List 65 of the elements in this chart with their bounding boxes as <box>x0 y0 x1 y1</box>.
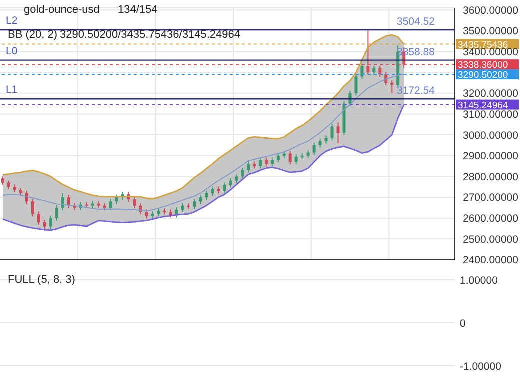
y-tick-label: 2900.00000 <box>463 150 519 163</box>
chart-title: gold-ounce-usd <box>24 4 100 16</box>
candlestick <box>43 220 46 232</box>
y-tick-label: 3600.00000 <box>463 4 519 17</box>
ref-line-label: 3338.36000 <box>458 60 508 72</box>
candlestick <box>234 174 238 184</box>
candlestick <box>37 211 40 226</box>
ref-line-label: 3504.52 <box>397 16 436 28</box>
text: 1.00000 <box>460 275 498 287</box>
candlestick <box>276 152 280 164</box>
ref-line-label: 3290.50200 <box>458 70 508 82</box>
y-tick-label: 3500.00000 <box>463 26 519 38</box>
text: 0 <box>460 318 466 330</box>
chart-subtitle: 134/154 <box>118 4 158 16</box>
candlestick <box>55 204 58 222</box>
annotation: L2 <box>6 14 18 27</box>
candlestick <box>145 209 148 220</box>
candlestick <box>288 150 292 166</box>
candlestick <box>61 192 64 211</box>
y-tick-label: 2500.00000 <box>463 234 519 246</box>
candlestick <box>240 167 244 180</box>
ref-line-label: 3172.54 <box>397 85 436 98</box>
line-series <box>2 104 405 232</box>
text: -1.00000 <box>460 361 502 373</box>
candlestick <box>205 190 208 201</box>
candlestick <box>67 194 70 209</box>
candlestick <box>228 178 232 188</box>
candlestick <box>318 138 322 148</box>
candlestick <box>109 198 112 211</box>
candlestick <box>270 157 274 168</box>
candlestick <box>223 182 226 194</box>
candlestick <box>181 202 184 214</box>
candlestick <box>31 198 34 218</box>
y-tick-label: 2400.00000 <box>463 254 519 267</box>
candlestick <box>133 196 136 209</box>
annotation: 3290.50200/3435.75436/3145.24964 <box>60 29 240 41</box>
y-tick-label: 3200.00000 <box>463 88 519 100</box>
text: FULL (5, 8, 3) <box>8 274 76 286</box>
y-tick-label: 3000.00000 <box>463 130 519 142</box>
candlestick <box>330 124 334 142</box>
candlestick <box>360 63 364 80</box>
candlestick <box>199 194 202 205</box>
candlestick <box>390 80 394 94</box>
candlestick <box>354 74 358 96</box>
ref-line-label: 3145.24964 <box>458 100 508 112</box>
candlestick <box>246 161 250 174</box>
candlestick <box>258 157 262 170</box>
annotation: L0 <box>6 45 18 58</box>
annotation: BB (20, 2) <box>8 29 58 41</box>
candlestick <box>372 65 376 76</box>
candlestick <box>312 142 316 156</box>
y-tick-label: 2700.00000 <box>463 192 519 204</box>
candlestick <box>211 186 214 196</box>
y-tick-label: 3100.00000 <box>463 108 519 121</box>
candlestick <box>193 198 196 210</box>
candlestick <box>49 215 52 230</box>
candlestick <box>378 65 382 78</box>
candlestick <box>115 194 118 205</box>
candlestick <box>366 29 370 76</box>
candlestick <box>294 154 298 166</box>
candlestick <box>336 122 340 144</box>
y-tick-label: 2800.00000 <box>463 171 519 184</box>
annotation: L1 <box>6 84 18 96</box>
candlestick <box>264 157 268 168</box>
y-tick-label: 2600.00000 <box>463 213 519 226</box>
